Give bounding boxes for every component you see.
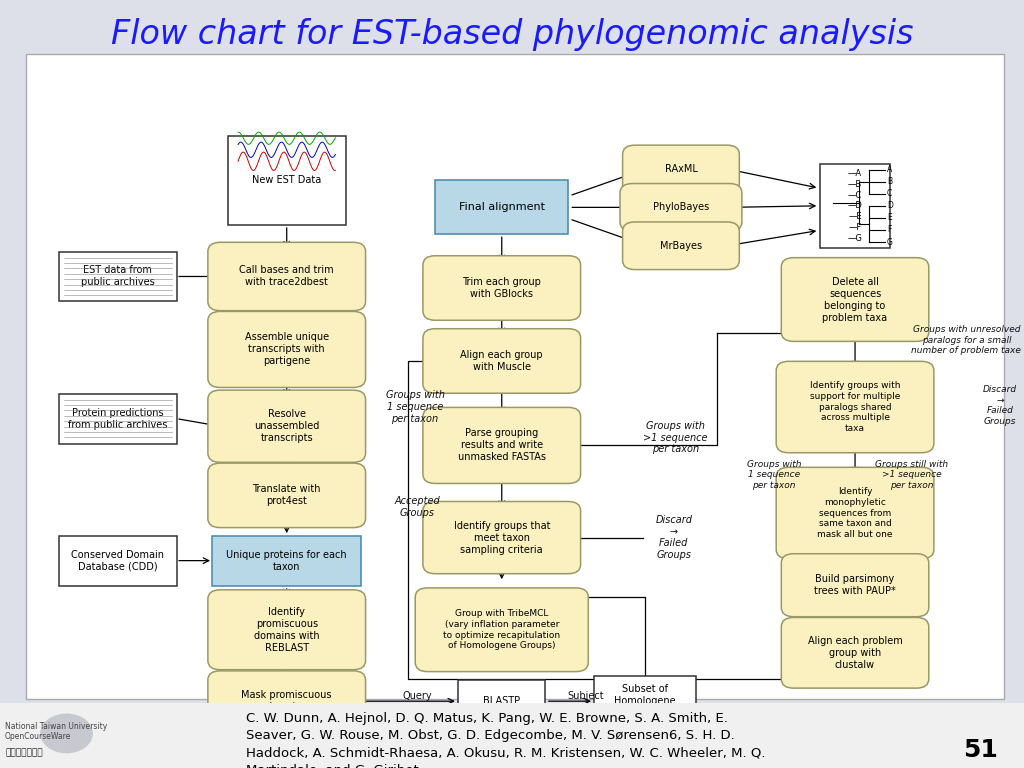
FancyBboxPatch shape [781,554,929,617]
Text: Subject: Subject [567,690,604,701]
Text: RAxML: RAxML [665,164,697,174]
Text: Assemble unique
transcripts with
partigene: Assemble unique transcripts with partige… [245,333,329,366]
FancyBboxPatch shape [59,536,177,585]
Text: Accepted
Groups: Accepted Groups [394,496,440,518]
FancyBboxPatch shape [423,256,581,320]
Text: Build parsimony
trees with PAUP*: Build parsimony trees with PAUP* [814,574,896,596]
FancyBboxPatch shape [423,407,581,484]
FancyBboxPatch shape [435,180,568,234]
Text: Discard
→
Failed
Groups: Discard → Failed Groups [983,386,1017,425]
Text: Identify groups that
meet taxon
sampling criteria: Identify groups that meet taxon sampling… [454,521,550,554]
Text: D: D [887,201,893,210]
FancyBboxPatch shape [781,617,929,688]
FancyBboxPatch shape [623,145,739,193]
Text: Align each problem
group with
clustalw: Align each problem group with clustalw [808,636,902,670]
Text: Group with TribeMCL
(vary inflation parameter
to optimize recapitulation
of Homo: Group with TribeMCL (vary inflation para… [443,609,560,650]
Text: F: F [887,226,891,234]
Text: Resolve
unassembled
transcripts: Resolve unassembled transcripts [254,409,319,443]
FancyBboxPatch shape [208,463,366,528]
Text: Call bases and trim
with trace2dbest: Call bases and trim with trace2dbest [240,266,334,287]
Text: Translate with
prot4est: Translate with prot4est [253,485,321,506]
Text: MrBayes: MrBayes [659,240,702,251]
FancyBboxPatch shape [59,252,177,301]
Text: Delete all
sequences
belonging to
problem taxa: Delete all sequences belonging to proble… [822,276,888,323]
FancyBboxPatch shape [208,671,366,731]
FancyBboxPatch shape [781,258,929,341]
Text: EST data from
public archives: EST data from public archives [81,266,155,287]
Text: Groups with unresolved
paralogs for a small
number of problem taxe: Groups with unresolved paralogs for a sm… [911,326,1021,355]
Text: Align each group
with Muscle: Align each group with Muscle [461,350,543,372]
Text: Groups with
1 sequence
per taxon: Groups with 1 sequence per taxon [386,390,444,424]
FancyBboxPatch shape [208,590,366,670]
FancyBboxPatch shape [623,222,739,270]
Text: Protein predictions
from public archives: Protein predictions from public archives [68,408,168,429]
Text: C. W. Dunn, A. Hejnol, D. Q. Matus, K. Pang, W. E. Browne, S. A. Smith, E.
Seave: C. W. Dunn, A. Hejnol, D. Q. Matus, K. P… [246,712,765,768]
FancyBboxPatch shape [59,394,177,444]
Text: Groups with
>1 sequence
per taxon: Groups with >1 sequence per taxon [643,421,708,455]
Text: New EST Data: New EST Data [252,175,322,186]
Text: Subset of
Homologene
Database: Subset of Homologene Database [614,684,676,718]
FancyBboxPatch shape [594,677,696,727]
FancyBboxPatch shape [820,164,890,248]
FancyBboxPatch shape [208,390,366,462]
Text: C: C [887,189,892,198]
Text: —A
—B
—C
—D
—E
—F
—G: —A —B —C —D —E —F —G [848,169,862,243]
FancyBboxPatch shape [208,312,366,388]
Text: A: A [887,165,892,174]
Text: Identify
promiscuous
domains with
REBLAST: Identify promiscuous domains with REBLAS… [254,607,319,653]
FancyBboxPatch shape [416,588,588,671]
Text: Mask promiscuous
domains: Mask promiscuous domains [242,690,332,712]
FancyBboxPatch shape [423,329,581,393]
Text: Unique proteins for each
taxon: Unique proteins for each taxon [226,550,347,571]
Text: 51: 51 [964,738,998,762]
FancyBboxPatch shape [621,184,741,231]
Text: PhyloBayes: PhyloBayes [653,202,709,213]
Text: Final alignment: Final alignment [459,202,545,213]
Text: Query: Query [403,690,432,701]
Text: 臺大開放式課程: 臺大開放式課程 [5,749,43,758]
FancyBboxPatch shape [0,703,1024,768]
Text: E: E [887,214,892,223]
Circle shape [41,714,92,753]
Text: Conserved Domain
Database (CDD): Conserved Domain Database (CDD) [72,550,164,571]
Text: Groups still with
>1 sequence
per taxon: Groups still with >1 sequence per taxon [874,460,948,489]
FancyBboxPatch shape [208,243,366,310]
Text: Trim each group
with GBlocks: Trim each group with GBlocks [462,277,542,299]
Text: Parse grouping
results and write
unmasked FASTAs: Parse grouping results and write unmaske… [458,429,546,462]
Text: Flow chart for EST-based phylogenomic analysis: Flow chart for EST-based phylogenomic an… [111,18,913,51]
Text: Identify groups with
support for multiple
paralogs shared
across multiple
taxa: Identify groups with support for multipl… [810,381,900,433]
Text: National Taiwan University
OpenCourseWare: National Taiwan University OpenCourseWar… [5,722,108,741]
FancyBboxPatch shape [776,467,934,559]
Text: G: G [887,237,893,247]
FancyBboxPatch shape [776,362,934,453]
Text: B: B [887,177,892,186]
Text: BLASTP: BLASTP [483,696,520,707]
FancyBboxPatch shape [423,502,581,574]
FancyBboxPatch shape [459,680,545,722]
FancyBboxPatch shape [26,54,1004,699]
Text: Identify
monophyletic
sequences from
same taxon and
mask all but one: Identify monophyletic sequences from sam… [817,487,893,539]
FancyBboxPatch shape [213,536,361,585]
FancyBboxPatch shape [228,137,346,224]
Text: Discard
→
Failed
Groups: Discard → Failed Groups [655,515,692,560]
Text: Groups with
1 sequence
per taxon: Groups with 1 sequence per taxon [746,460,802,489]
